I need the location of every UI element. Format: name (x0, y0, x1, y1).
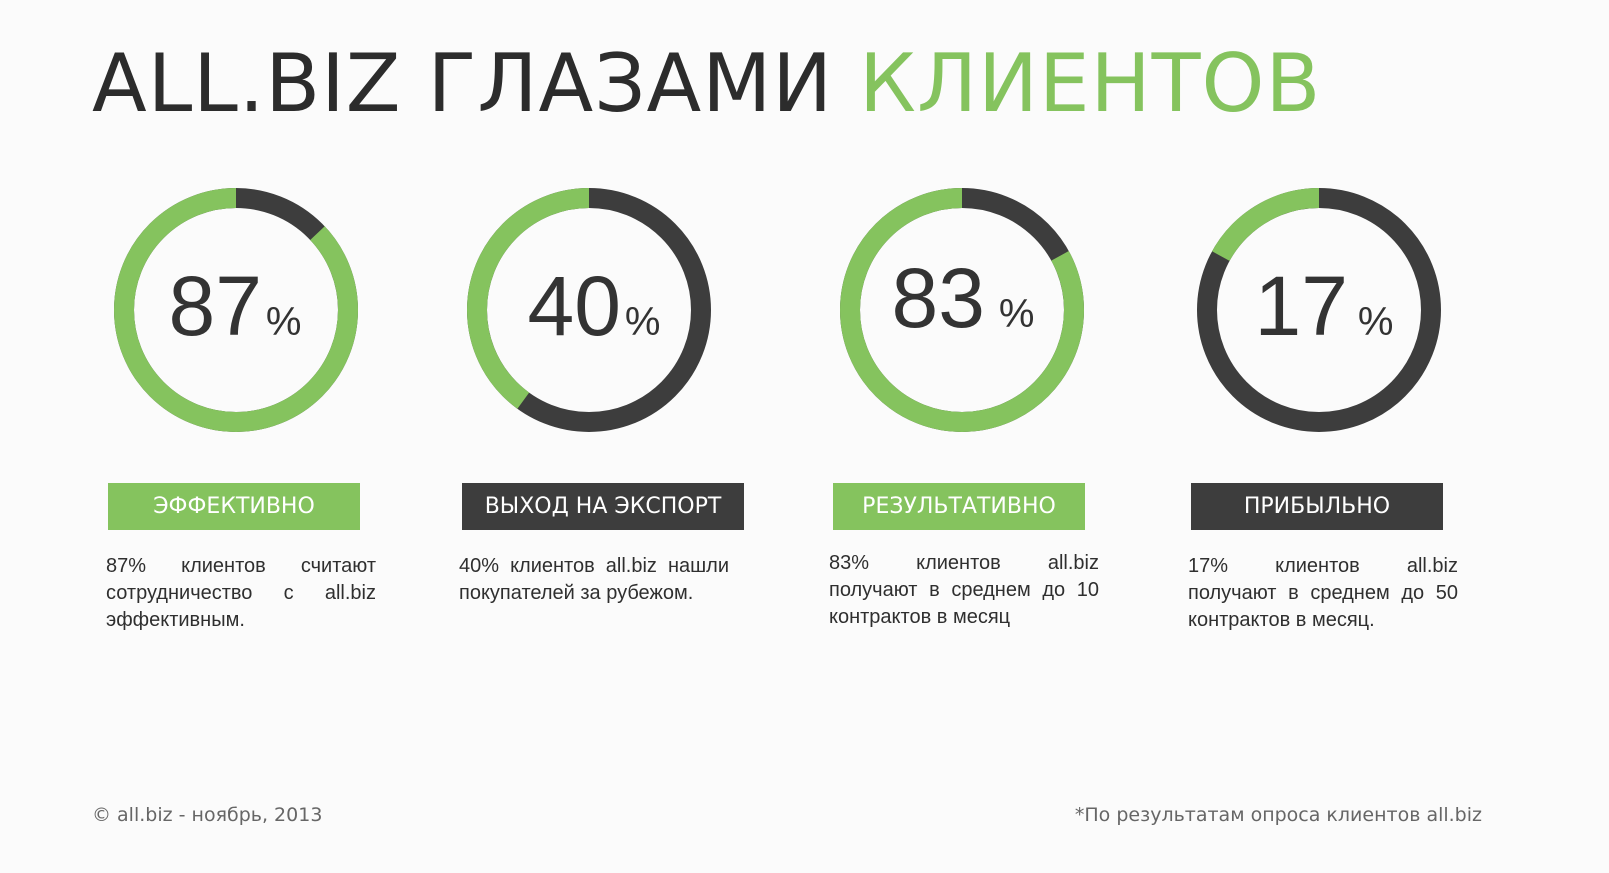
donut-value-arc (840, 188, 1084, 432)
percent-sign: % (1357, 300, 1394, 344)
donut-svg (467, 188, 711, 432)
value-number: 40 (527, 259, 621, 353)
value-number: 87 (168, 259, 262, 353)
value-label: 40% (449, 256, 739, 372)
stat-description: 87% клиентов считают сотрудничество с al… (106, 555, 376, 631)
stat-tag: ЭФФЕКТИВНО (108, 483, 360, 530)
title-middle: ГЛАЗАМИ (427, 37, 834, 130)
stat-description: 17% клиентов all.biz получают в среднем … (1188, 555, 1458, 631)
stat-tag: РЕЗУЛЬТАТИВНО (833, 483, 1085, 530)
percent-sign: % (998, 292, 1035, 336)
donut-chart (1175, 186, 1465, 436)
value-number: 17 (1254, 259, 1348, 353)
donut-value-arc (114, 188, 358, 432)
stat-tag: ВЫХОД НА ЭКСПОРТ (462, 483, 744, 530)
title-brand: ALL.BIZ (92, 37, 402, 130)
value-label: 17% (1179, 256, 1469, 372)
percent-sign: % (624, 300, 661, 344)
title-accent: КЛИЕНТОВ (859, 37, 1322, 130)
donut-svg (840, 188, 1084, 432)
donut-value-arc (1197, 188, 1441, 432)
donut-value-arc (467, 188, 711, 432)
donut-svg (1197, 188, 1441, 432)
percent-sign: % (265, 300, 302, 344)
stat-tag: ПРИБЫЛЬНО (1191, 483, 1443, 530)
donut-chart (92, 186, 382, 436)
value-number: 83 (891, 251, 985, 345)
footer-note: *По результатам опроса клиентов all.biz (1074, 804, 1482, 826)
stat-description: 40% клиентов all.biz нашли покупателей з… (459, 555, 729, 604)
donut-svg (114, 188, 358, 432)
donut-chart (445, 186, 735, 436)
page-title: ALL.BIZ ГЛАЗАМИ КЛИЕНТОВ (92, 38, 1321, 130)
footer-copyright: © all.biz - ноябрь, 2013 (92, 804, 323, 826)
value-label: 83% (818, 248, 1108, 364)
stat-description: 83% клиентов all.biz получают в среднем … (829, 552, 1099, 628)
donut-chart (818, 186, 1108, 436)
value-label: 87% (90, 256, 380, 372)
